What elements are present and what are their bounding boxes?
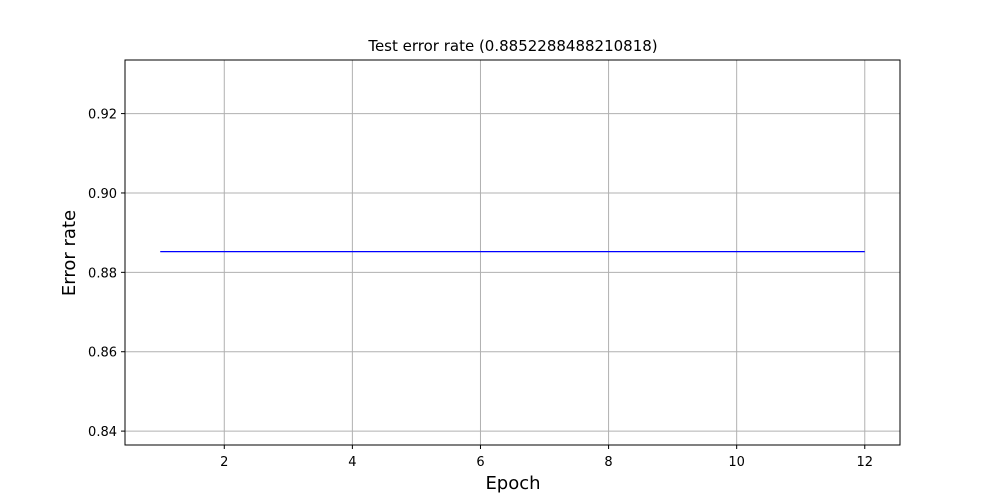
y-tick-label: 0.86 bbox=[88, 346, 117, 361]
plot-frame bbox=[124, 59, 901, 446]
x-tick-label: 8 bbox=[604, 455, 612, 470]
y-tick-label: 0.84 bbox=[88, 425, 117, 440]
y-tick-label: 0.90 bbox=[88, 187, 117, 202]
x-tick-label: 4 bbox=[348, 455, 356, 470]
axis-ticks: 2 4 6 8 10 12 0.84 0.86 0.88 0.90 0.92 bbox=[88, 108, 873, 470]
y-axis-label: Error rate bbox=[59, 210, 80, 296]
y-tick-label: 0.88 bbox=[88, 266, 117, 281]
x-tick-label: 10 bbox=[728, 455, 745, 470]
grid-lines bbox=[125, 60, 900, 445]
y-tick-label: 0.92 bbox=[88, 108, 117, 123]
x-tick-label: 12 bbox=[856, 455, 873, 470]
chart-title: Test error rate (0.8852288488210818) bbox=[367, 37, 657, 55]
x-tick-label: 2 bbox=[220, 455, 228, 470]
x-tick-label: 6 bbox=[476, 455, 484, 470]
x-axis-label: Epoch bbox=[485, 473, 540, 494]
